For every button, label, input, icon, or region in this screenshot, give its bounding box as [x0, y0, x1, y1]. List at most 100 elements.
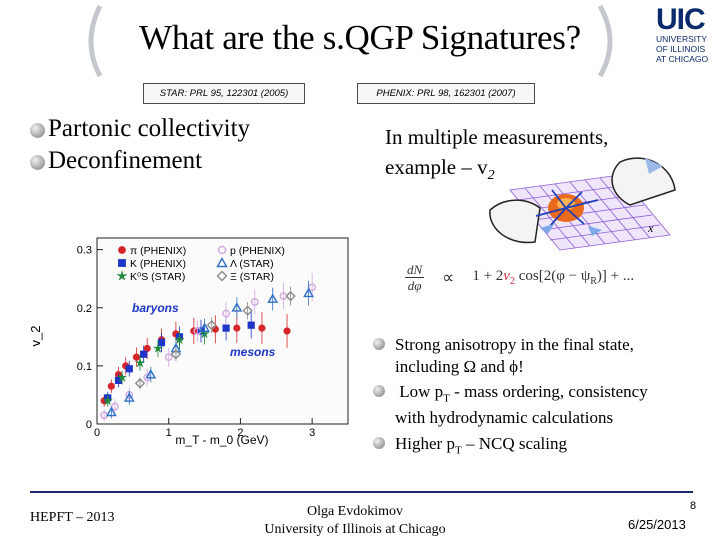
slide-title: What are the s.QGP Signatures? — [139, 18, 581, 57]
legend-label: K (PHENIX) — [130, 258, 186, 270]
logo-line-2: OF ILLINOIS — [656, 44, 706, 54]
data-point — [199, 322, 210, 332]
data-point — [250, 298, 259, 306]
x-tick-label: 0 — [94, 427, 100, 439]
intro-line-2: example – v2 — [385, 152, 608, 191]
data-point — [285, 290, 296, 302]
v2-chart: 0 0.1 0.2 0.3 0 1 2 3 π (PHENIX) p (PHENIX) K (PH… — [28, 237, 349, 447]
flow-formula: dN dφ ∝ 1 + 2v2 cos[2(φ − ψR)] + ... — [405, 262, 634, 293]
x-axis-label: m_T - m_0 (GeV) — [175, 433, 268, 447]
flow-arrows — [535, 189, 599, 227]
chart-legend: π (PHENIX) p (PHENIX) K (PHENIX) Λ (STAR) K⁰… — [117, 245, 285, 283]
bullet-mass-ordering-cont: with hydrodynamic calculations — [395, 408, 614, 428]
chart-points — [100, 273, 317, 422]
left-bullet-text: Partonic collectivity — [48, 115, 251, 142]
data-point — [211, 325, 219, 333]
data-point — [103, 396, 113, 405]
data-point — [233, 324, 241, 332]
bullet-dot-icon — [30, 154, 45, 170]
footer-affiliation: University of Illinois at Chicago — [264, 522, 446, 537]
data-point — [125, 365, 133, 373]
legend-label: π (PHENIX) — [130, 245, 186, 257]
legend-marker — [118, 246, 126, 254]
legend-marker — [117, 270, 127, 281]
legend-marker — [216, 257, 228, 268]
intro-line-1: In multiple measurements, — [385, 125, 609, 149]
bullet-ncq: Higher pT – NCQ scaling — [373, 433, 718, 461]
annotation-baryons: baryons — [132, 301, 179, 315]
formula-numerator: dN — [405, 262, 425, 278]
footer-rule — [30, 491, 693, 493]
collision-sketch: x — [489, 157, 676, 251]
uic-logo: UIC UNIVERSITY OF ILLINOIS AT CHICAGO — [656, 5, 716, 68]
footer-author-name: Olga Evdokimov — [306, 504, 404, 519]
formula-relation: ∝ — [442, 267, 455, 287]
formula-rhs-a: 1 + 2 — [472, 268, 504, 284]
annotation-mesons: mesons — [230, 345, 276, 359]
arrow-blue-right — [588, 226, 602, 236]
bullet-anisotropy: Strong anisotropy in the final state, — [373, 334, 718, 356]
legend-label: Λ (STAR) — [230, 258, 274, 270]
data-point — [157, 339, 166, 347]
nucleus-left — [489, 199, 541, 244]
intro-text: In multiple measurements, example – v2 — [385, 122, 608, 191]
legend-marker — [217, 245, 227, 255]
bullet-sub: T — [454, 444, 462, 457]
bullet-text: - mass ordering, consistency — [449, 382, 648, 401]
title-brackets — [88, 4, 613, 78]
data-point — [140, 350, 148, 358]
formula-rhs-c: )] + ... — [596, 268, 635, 284]
footer-date: 6/25/2013 — [628, 517, 686, 532]
sketch-axis-label: x — [647, 221, 654, 235]
logo-line-3: AT CHICAGO — [656, 54, 709, 64]
data-point — [135, 358, 145, 368]
bullet-anisotropy-cont: including Ω and ϕ! — [395, 357, 524, 376]
chart-ticks: 0 0.1 0.2 0.3 0 1 2 3 — [77, 245, 316, 439]
left-bullet-list: Partonic collectivity Deconfinement — [30, 113, 250, 177]
logo-line-1: UNIVERSITY — [656, 34, 708, 44]
data-point — [258, 324, 266, 332]
legend-label: p (PHENIX) — [230, 245, 285, 257]
intro-line-2-sub: 2 — [487, 168, 495, 184]
data-point — [283, 327, 291, 335]
data-point — [242, 305, 253, 316]
left-bullet-2: Deconfinement — [30, 145, 250, 177]
data-point — [267, 293, 279, 303]
formula-rhs: 1 + 2v2 cos[2(φ − ψR)] + ... — [472, 268, 635, 287]
data-point — [134, 378, 146, 389]
data-point — [117, 372, 127, 382]
y-axis-label: v_2 — [28, 326, 43, 347]
right-bullet-list: Strong anisotropy in the final state, in… — [373, 334, 718, 462]
formula-rhs-b: cos[2(φ − ψ — [514, 268, 591, 284]
legend-label: Ξ (STAR) — [230, 271, 274, 283]
data-point — [247, 321, 255, 329]
x-tick-label: 3 — [309, 427, 315, 439]
data-point — [132, 353, 141, 361]
data-point — [123, 392, 135, 402]
x-tick-label: 2 — [237, 427, 243, 439]
bullet-mass-ordering: Low pT - mass ordering, consistency — [373, 381, 718, 409]
data-point — [174, 334, 185, 344]
y-tick-label: 0.1 — [77, 361, 92, 373]
x-tick-label: 1 — [166, 427, 172, 439]
data-point — [303, 287, 314, 298]
y-tick-label: 0 — [86, 419, 92, 431]
bullet-text: Higher p — [395, 434, 455, 454]
arrow-beam — [645, 158, 663, 174]
data-point — [107, 382, 115, 390]
page-number: 8 — [690, 500, 697, 512]
data-point — [145, 368, 157, 379]
legend-label: K⁰S (STAR) — [130, 271, 185, 283]
bullet-dot-icon — [30, 122, 45, 138]
data-point — [222, 324, 230, 332]
bullet-sub: T — [443, 392, 450, 405]
footer-author: Olga Evdokimov University of Illinois at… — [230, 503, 480, 539]
bullet-dot-icon — [373, 338, 385, 351]
data-point — [170, 349, 182, 360]
legend-marker — [118, 259, 126, 267]
nucleus-right — [611, 157, 676, 206]
arrow-blue-left — [540, 224, 554, 234]
legend-marker — [216, 270, 228, 282]
left-bullet-text: Deconfinement — [48, 147, 203, 174]
formula-v: v — [503, 268, 510, 284]
